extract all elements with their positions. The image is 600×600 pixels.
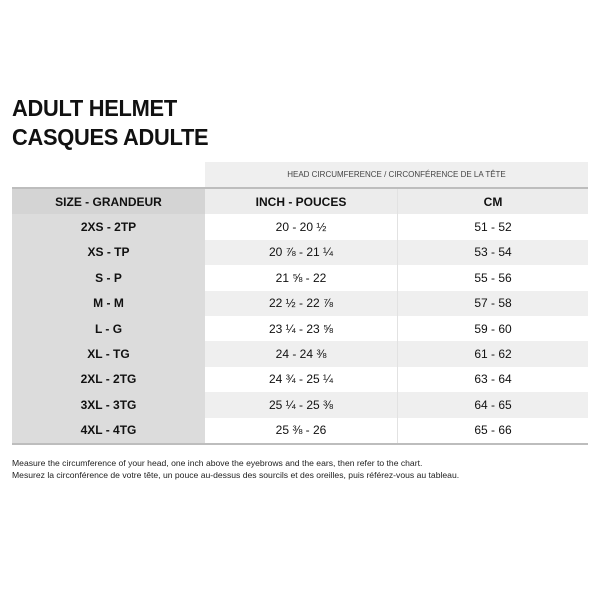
inch-cell: 21 ⅝ - 22 <box>205 265 398 291</box>
cm-cell: 57 - 58 <box>398 290 588 316</box>
note-english: Measure the circumference of your head, … <box>12 458 423 468</box>
note-french: Mesurez la circonférence de votre tête, … <box>12 470 460 480</box>
inch-cell: 25 ¼ - 25 ⅜ <box>205 392 398 418</box>
inch-cell: 24 ¾ - 25 ¼ <box>205 366 398 393</box>
page-title: ADULT HELMET CASQUES ADULTE <box>12 94 209 152</box>
header-size: SIZE - GRANDEUR <box>12 189 205 215</box>
group-header: HEAD CIRCUMFERENCE / CIRCONFÉRENCE DE LA… <box>205 162 588 187</box>
table-row: 3XL - 3TG 25 ¼ - 25 ⅜ 64 - 65 <box>12 392 588 418</box>
group-header-row: HEAD CIRCUMFERENCE / CIRCONFÉRENCE DE LA… <box>12 162 588 187</box>
title-english: ADULT HELMET <box>12 95 177 121</box>
size-cell: 2XS - 2TP <box>12 214 205 240</box>
size-cell: M - M <box>12 290 205 316</box>
table-row: S - P 21 ⅝ - 22 55 - 56 <box>12 265 588 291</box>
table-row: M - M 22 ½ - 22 ⅞ 57 - 58 <box>12 290 588 316</box>
size-cell: 3XL - 3TG <box>12 392 205 418</box>
size-chart-table: HEAD CIRCUMFERENCE / CIRCONFÉRENCE DE LA… <box>12 162 588 445</box>
cm-cell: 51 - 52 <box>474 220 512 235</box>
inch-cell: 22 ½ - 22 ⅞ <box>205 290 398 316</box>
cm-cell: 61 - 62 <box>398 341 588 367</box>
table-row: 4XL - 4TG 25 ⅜ - 26 65 - 66 <box>12 417 588 445</box>
table-row: 2XS - 2TP 20 - 20 ½ 51 - 52 <box>12 214 588 240</box>
table-row: L - G 23 ¼ - 23 ⅝ 59 - 60 <box>12 315 588 342</box>
size-cell: S - P <box>12 265 205 291</box>
inch-cell: 25 ⅜ - 26 <box>205 417 398 443</box>
inch-cell: 24 - 24 ⅜ <box>205 341 398 367</box>
measurement-note: Measure the circumference of your head, … <box>12 457 459 481</box>
cm-cell: 63 - 64 <box>474 372 512 387</box>
cm-cell: 65 - 66 <box>474 423 512 438</box>
header-row: SIZE - GRANDEUR INCH - POUCES CM <box>12 187 588 215</box>
title-french: CASQUES ADULTE <box>12 124 209 150</box>
size-cell: XL - TG <box>12 341 205 367</box>
size-cell: XS - TP <box>12 239 205 266</box>
size-cell: L - G <box>12 315 205 342</box>
inch-cell: 20 ⅞ - 21 ¼ <box>205 239 398 266</box>
header-inch: INCH - POUCES <box>205 189 398 215</box>
cm-cell: 53 - 54 <box>398 239 588 266</box>
cm-cell: 64 - 65 <box>398 392 588 418</box>
size-cell: 2XL - 2TG <box>12 366 205 393</box>
size-cell: 4XL - 4TG <box>12 417 205 443</box>
inch-cell: 20 - 20 ½ <box>205 214 398 240</box>
inch-cell: 23 ¼ - 23 ⅝ <box>205 315 398 342</box>
cm-cell: 59 - 60 <box>474 321 512 336</box>
table-row: 2XL - 2TG 24 ¾ - 25 ¼ 63 - 64 <box>12 366 588 393</box>
table-row: XS - TP 20 ⅞ - 21 ¼ 53 - 54 <box>12 239 588 266</box>
table-row: XL - TG 24 - 24 ⅜ 61 - 62 <box>12 341 588 367</box>
cm-cell: 55 - 56 <box>474 270 512 285</box>
header-cm: CM <box>398 189 588 215</box>
